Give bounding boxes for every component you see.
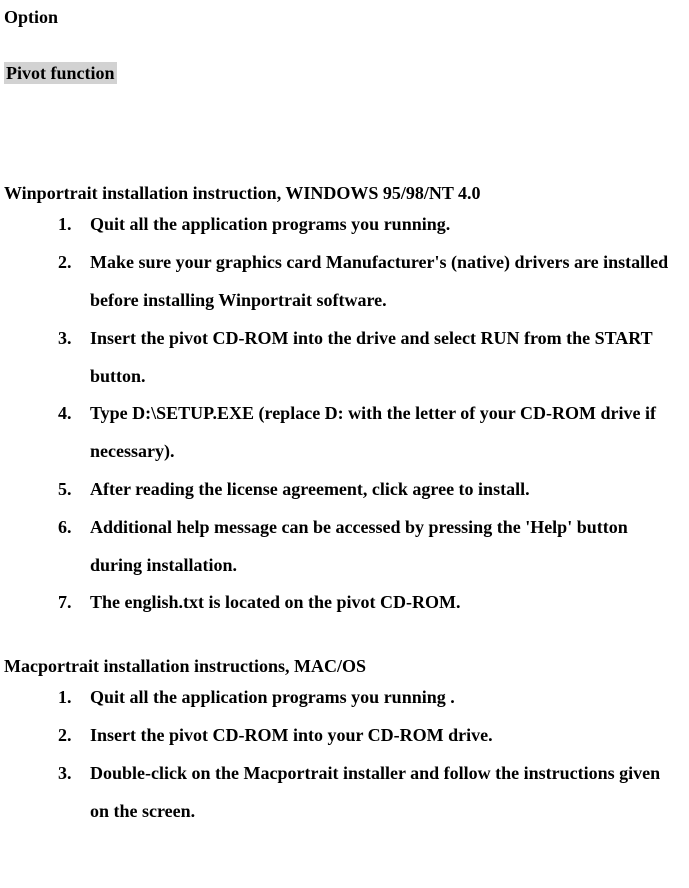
winportrait-step-5: After reading the license agreement, cli…	[90, 471, 681, 509]
pivot-function-subtitle: Pivot function	[4, 62, 117, 84]
winportrait-step-1: Quit all the application programs you ru…	[90, 206, 681, 244]
page-title: Option	[4, 6, 681, 29]
winportrait-step-4: Type D:\SETUP.EXE (replace D: with the l…	[90, 395, 681, 471]
winportrait-step-7: The english.txt is located on the pivot …	[90, 584, 681, 622]
winportrait-heading: Winportrait installation instruction, WI…	[4, 181, 681, 206]
winportrait-step-2: Make sure your graphics card Manufacture…	[90, 244, 681, 320]
macportrait-step-1: Quit all the application programs you ru…	[90, 679, 681, 717]
macportrait-step-3: Double-click on the Macportrait installe…	[90, 755, 681, 831]
macportrait-heading: Macportrait installation instructions, M…	[4, 654, 681, 679]
winportrait-steps: Quit all the application programs you ru…	[4, 206, 681, 622]
macportrait-steps: Quit all the application programs you ru…	[4, 679, 681, 830]
macportrait-step-2: Insert the pivot CD-ROM into your CD-ROM…	[90, 717, 681, 755]
winportrait-step-6: Additional help message can be accessed …	[90, 509, 681, 585]
winportrait-step-3: Insert the pivot CD-ROM into the drive a…	[90, 320, 681, 396]
